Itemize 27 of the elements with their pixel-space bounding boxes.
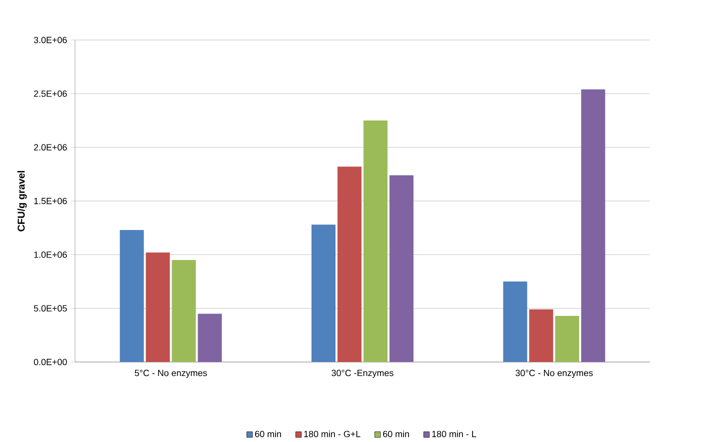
y-tick-label: 5.0E+05	[34, 305, 67, 312]
bar	[581, 89, 606, 362]
y-axis-title: CFU/g gravel	[17, 170, 27, 232]
y-tick-label: 2.5E+06	[34, 90, 67, 97]
x-tick-label: 30°C - No enzymes	[516, 370, 593, 378]
bar	[172, 260, 196, 362]
bar	[363, 120, 388, 362]
bar	[389, 175, 414, 362]
legend-label: 60 min	[255, 430, 281, 438]
bar	[146, 252, 170, 362]
bar	[198, 314, 222, 362]
y-tick-label: 2.0E+06	[34, 144, 67, 151]
y-tick-label: 1.0E+06	[34, 251, 67, 258]
bar	[312, 224, 336, 362]
legend-label: 180 min - G+L	[304, 430, 360, 438]
bar	[120, 230, 144, 362]
bar	[555, 316, 580, 362]
legend-label: 60 min	[383, 430, 409, 438]
x-tick-label: 5°C - No enzymes	[134, 370, 207, 378]
legend-label: 180 min - L	[432, 430, 476, 438]
bar	[503, 282, 528, 362]
x-tick-label: 30°C -Enzymes	[332, 370, 394, 378]
y-tick-label: 0.0E+00	[34, 358, 67, 366]
y-tick-label: 1.5E+06	[34, 198, 67, 204]
bar	[529, 309, 554, 362]
bar	[338, 166, 362, 362]
y-tick-label: 3.0E+06	[34, 36, 67, 44]
